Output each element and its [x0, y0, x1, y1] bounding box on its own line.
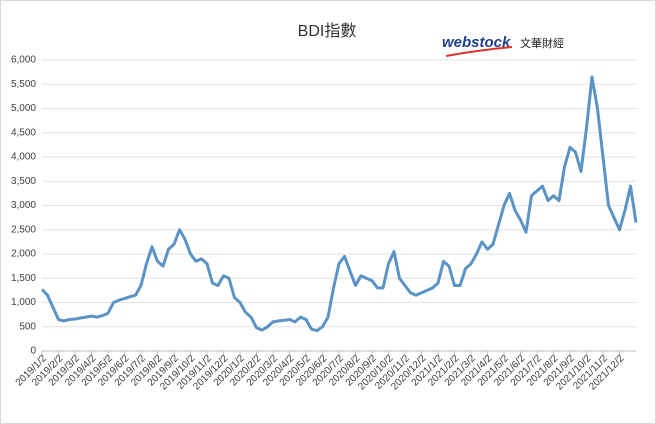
logo-brand: webstock: [442, 34, 511, 51]
y-tick-label: 4,500: [11, 127, 36, 138]
y-tick-label: 2,500: [11, 224, 36, 235]
y-tick-label: 3,000: [11, 200, 36, 211]
y-tick-label: 2,000: [11, 249, 36, 260]
y-tick-label: 0: [30, 346, 36, 357]
y-tick-label: 5,000: [11, 103, 36, 114]
y-tick-label: 1,000: [11, 297, 36, 308]
y-tick-label: 1,500: [11, 273, 36, 284]
chart-title: BDI指數: [298, 22, 357, 40]
y-tick-label: 3,500: [11, 176, 36, 187]
data-line: [40, 75, 638, 333]
y-tick-label: 4,000: [11, 152, 36, 163]
y-tick-label: 6,000: [11, 55, 36, 66]
y-tick-label: 5,500: [11, 79, 36, 90]
logo-swoosh: [445, 46, 513, 57]
y-tick-label: 500: [19, 321, 36, 332]
logo-subtitle: 文華財經: [520, 36, 564, 50]
